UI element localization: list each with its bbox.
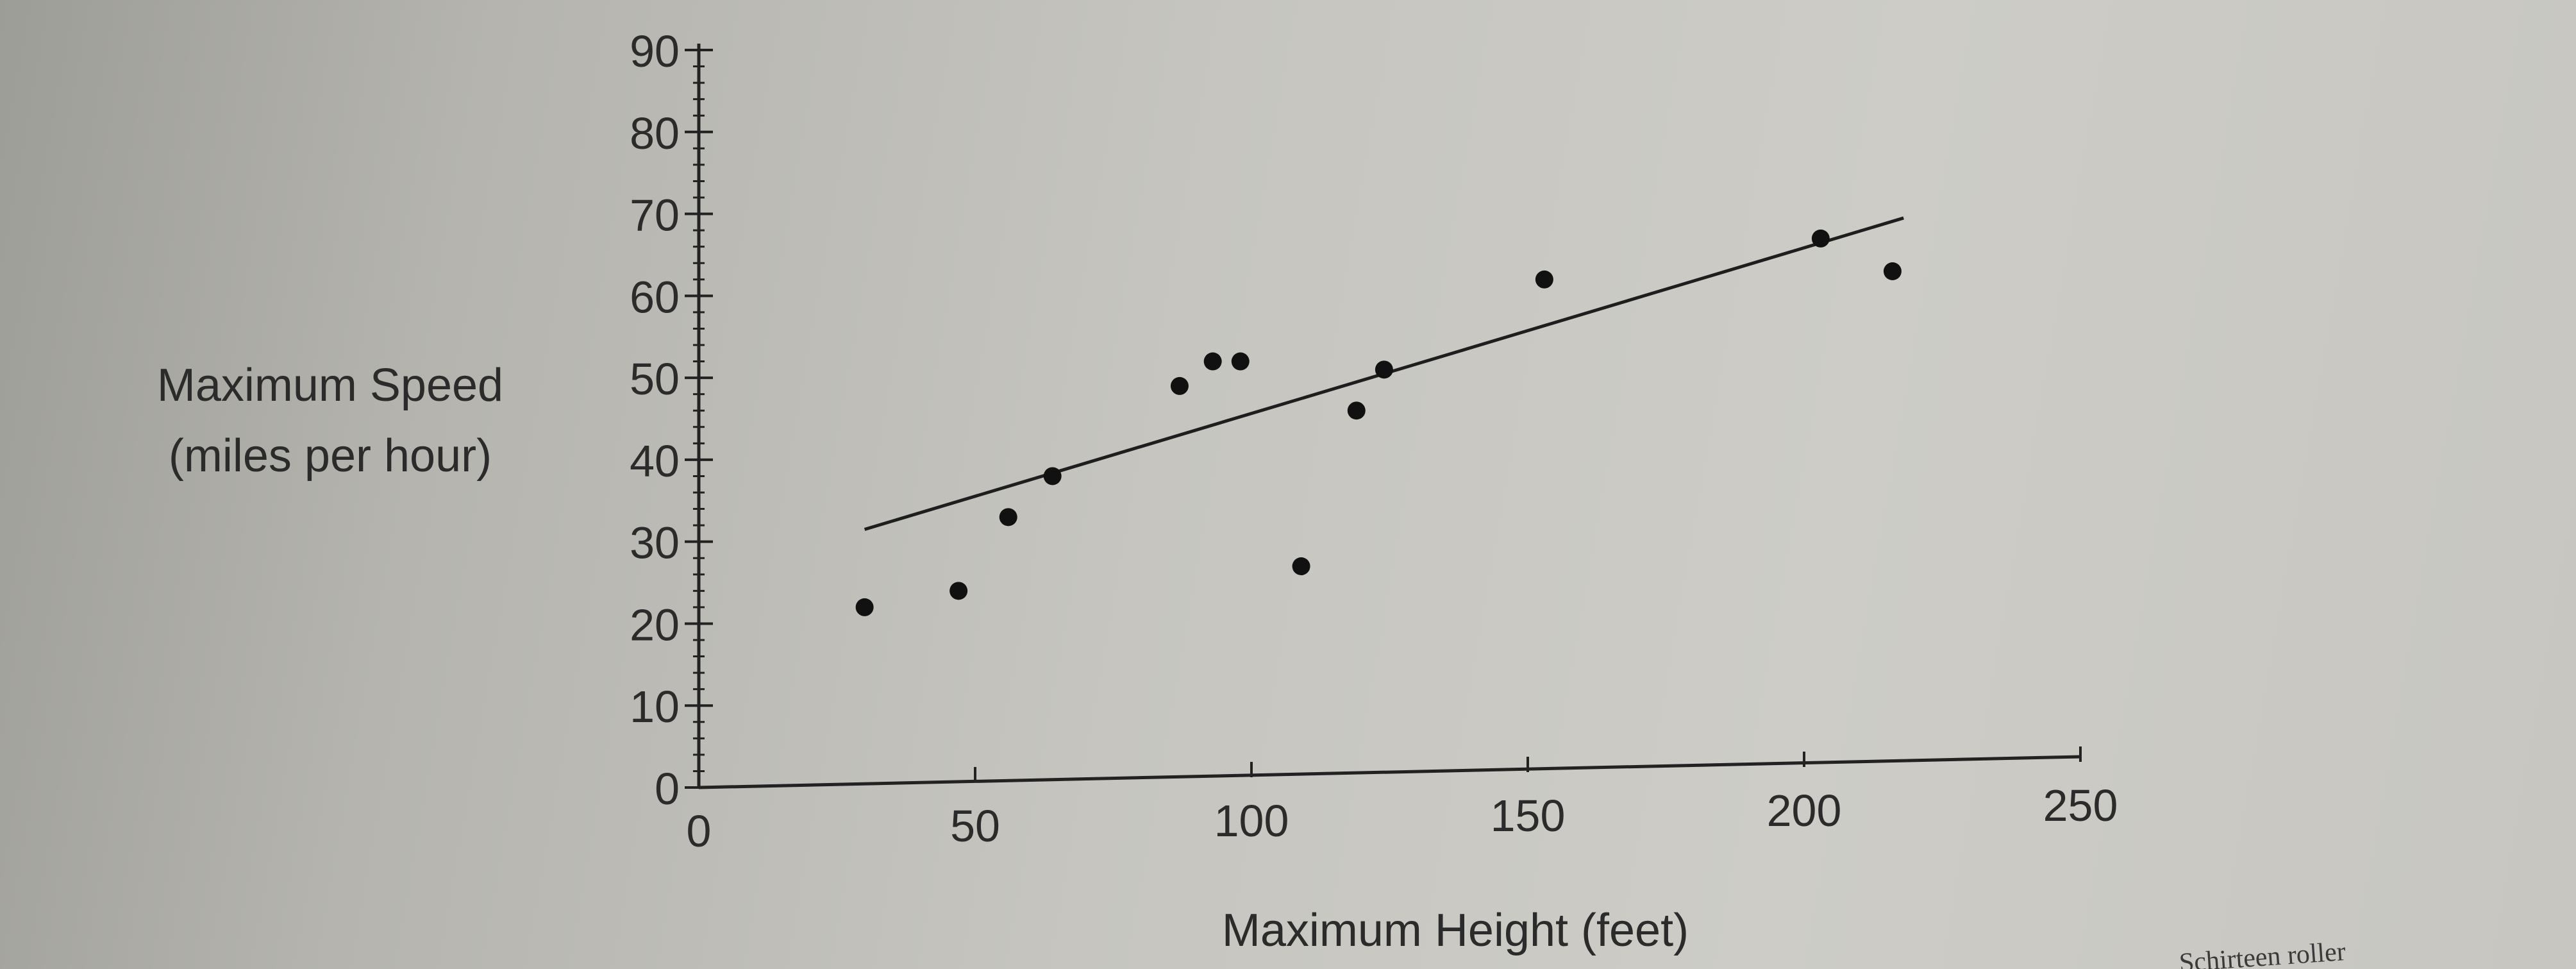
y-axis-subtitle: (miles per hour) [169, 430, 492, 482]
x-tick-label: 50 [950, 801, 1000, 851]
data-point [1883, 262, 1902, 280]
x-axis-title: Maximum Height (feet) [1222, 905, 1689, 956]
data-point [949, 582, 968, 600]
data-point [1375, 360, 1393, 379]
data-point [1203, 352, 1222, 371]
axes-layer [697, 44, 2081, 789]
x-tick-label: 200 [1767, 786, 1842, 836]
y-tick-label: 80 [630, 108, 680, 158]
y-tick-label: 10 [630, 682, 680, 732]
x-tick-label: 150 [1491, 791, 1566, 841]
data-point [1170, 376, 1189, 395]
data-point [1811, 229, 1830, 248]
y-tick-label: 40 [630, 436, 680, 486]
data-point [855, 598, 874, 616]
y-tick-label: 30 [630, 518, 680, 568]
data-point [1535, 270, 1553, 289]
y-axis-title: Maximum Speed [157, 360, 503, 411]
data-point [1231, 352, 1250, 371]
y-tick-label: 90 [630, 26, 680, 76]
data-point [999, 508, 1017, 527]
footnote-text: Schirteen roller [2178, 937, 2346, 969]
y-tick-label: 50 [630, 354, 680, 404]
points-layer [855, 229, 1902, 616]
data-point [1292, 557, 1310, 575]
y-tick-label: 70 [630, 190, 680, 240]
x-axis-line [698, 755, 2081, 789]
y-tick-label: 0 [655, 764, 680, 814]
y-tick-label: 60 [630, 272, 680, 322]
x-tick-label: 100 [1214, 796, 1289, 846]
y-tick-label: 20 [630, 600, 680, 650]
ticks-layer: 0 10 20 30 40 50 60 70 80 90 0 50 100 150 200 250 [630, 26, 2118, 856]
x-tick-label: 0 [687, 806, 712, 856]
data-point [1347, 401, 1366, 420]
data-point [1043, 467, 1062, 485]
x-tick-label: 250 [2043, 780, 2118, 830]
